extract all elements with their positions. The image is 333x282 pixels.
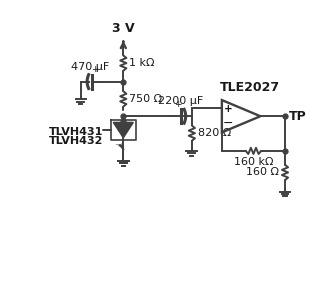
- Text: 2200 μF: 2200 μF: [159, 96, 204, 106]
- Text: 3 V: 3 V: [112, 22, 135, 35]
- Polygon shape: [113, 122, 133, 138]
- Text: 160 Ω: 160 Ω: [246, 168, 279, 177]
- Text: 1 kΩ: 1 kΩ: [130, 58, 155, 68]
- Text: TLE2027: TLE2027: [220, 81, 280, 94]
- Polygon shape: [108, 111, 139, 143]
- Text: +: +: [91, 65, 99, 74]
- Text: 160 kΩ: 160 kΩ: [234, 157, 273, 167]
- Text: TLVH431: TLVH431: [49, 127, 103, 137]
- Text: TLVH432: TLVH432: [49, 136, 103, 146]
- Text: +: +: [174, 100, 182, 109]
- Text: 820 Ω: 820 Ω: [198, 128, 231, 138]
- Text: +: +: [224, 104, 232, 114]
- Text: −: −: [223, 117, 233, 130]
- Text: TP: TP: [289, 110, 307, 123]
- Text: 470 μF: 470 μF: [71, 61, 109, 72]
- Text: 750 Ω: 750 Ω: [130, 94, 163, 104]
